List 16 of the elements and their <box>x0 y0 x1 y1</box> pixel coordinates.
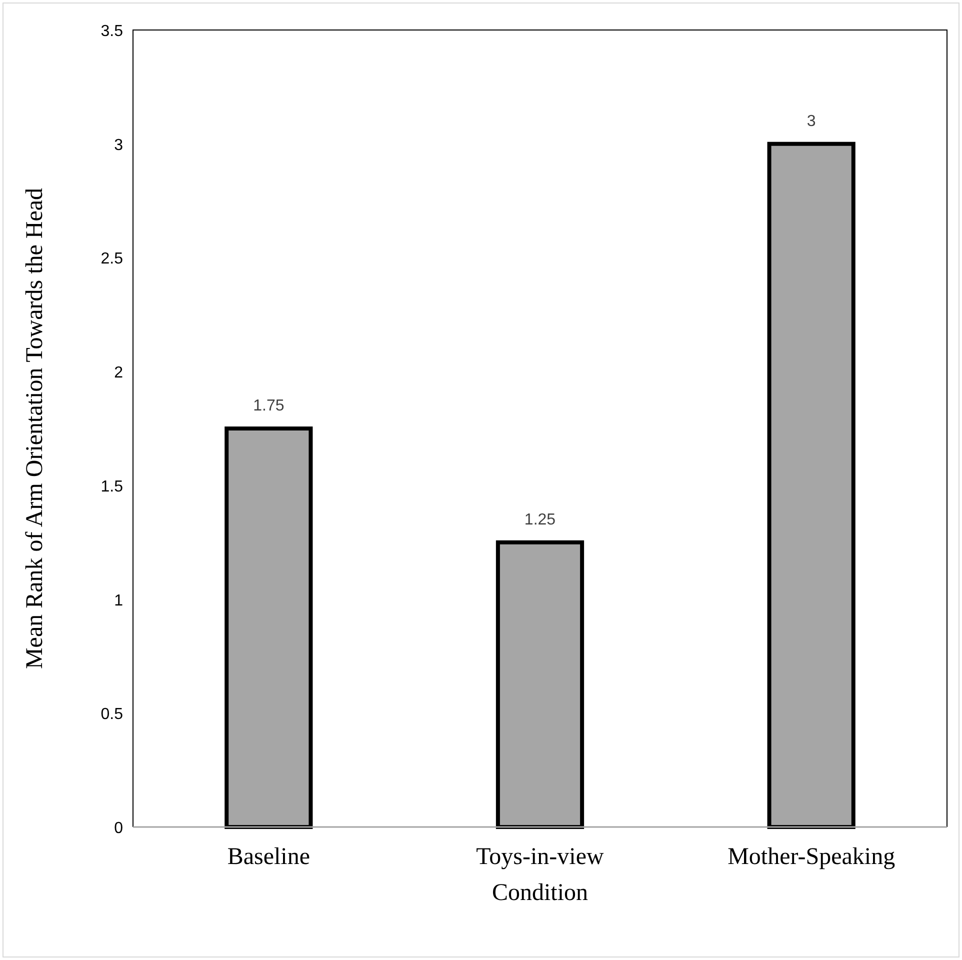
y-tick-label: 0.5 <box>100 706 124 724</box>
y-tick-label: 2.5 <box>100 250 124 268</box>
y-tick-label: 3.5 <box>100 23 124 40</box>
x-tick-label: Mother-Speaking <box>728 844 896 870</box>
data-label: 1.75 <box>253 398 284 414</box>
x-tick-label: Toys-in-view <box>476 844 604 870</box>
data-label: 1.25 <box>524 511 556 528</box>
x-tick-label: Baseline <box>227 844 310 870</box>
x-axis-title: Condition <box>492 880 588 906</box>
data-label: 3 <box>806 112 816 130</box>
y-tick-label: 2 <box>114 364 124 382</box>
y-tick-label: 1.5 <box>100 478 124 496</box>
y-tick-label: 3 <box>114 136 124 154</box>
y-axis-title: Mean Rank of Arm Orientation Towards the Head <box>22 188 48 670</box>
y-tick-label: 0 <box>114 820 124 837</box>
y-tick-label: 1 <box>114 592 124 610</box>
